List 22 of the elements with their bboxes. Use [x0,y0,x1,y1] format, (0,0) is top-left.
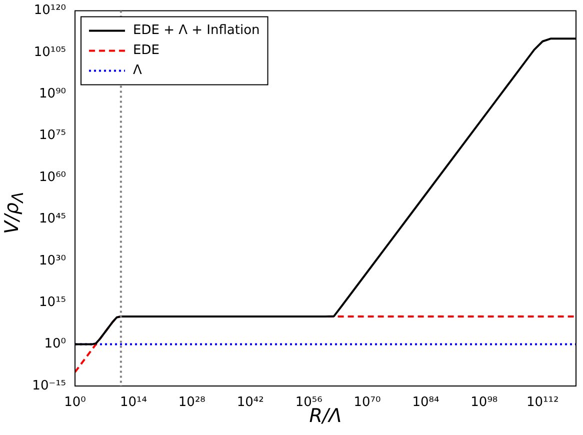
x-tick-label: 10⁸⁴ [412,395,440,410]
y-tick-label: 10⁷⁵ [39,128,66,144]
y-tick-label: 10⁹⁰ [39,86,66,102]
x-tick-label: 10⁴² [236,395,264,410]
y-tick-label: 10¹²⁰ [34,3,66,18]
x-tick-label: 10⁷⁰ [354,395,381,410]
legend-label: EDE + Λ + Inflation [133,23,260,38]
y-tick-label: 10³⁰ [39,253,66,268]
y-tick-label: 10⁶⁰ [39,170,66,185]
x-axis-title: R/Λ [309,405,342,427]
y-tick-label: 10¹⁰⁵ [34,44,66,60]
x-tick-label: 10¹⁴ [120,395,147,410]
y-tick-label: 10⁻¹⁵ [32,378,66,394]
x-tick-label: 10⁹⁸ [470,395,498,410]
legend-label: EDE [133,43,160,58]
x-tick-label: 10¹¹² [526,395,559,410]
x-tick-label: 10²⁸ [178,395,206,410]
y-tick-label: 10¹⁵ [39,294,66,310]
y-tick-label: 10⁴⁵ [39,212,66,227]
x-tick-label: 10⁰ [64,395,86,410]
y-tick-label: 10⁰ [44,336,66,352]
legend-label: Λ [133,63,142,78]
